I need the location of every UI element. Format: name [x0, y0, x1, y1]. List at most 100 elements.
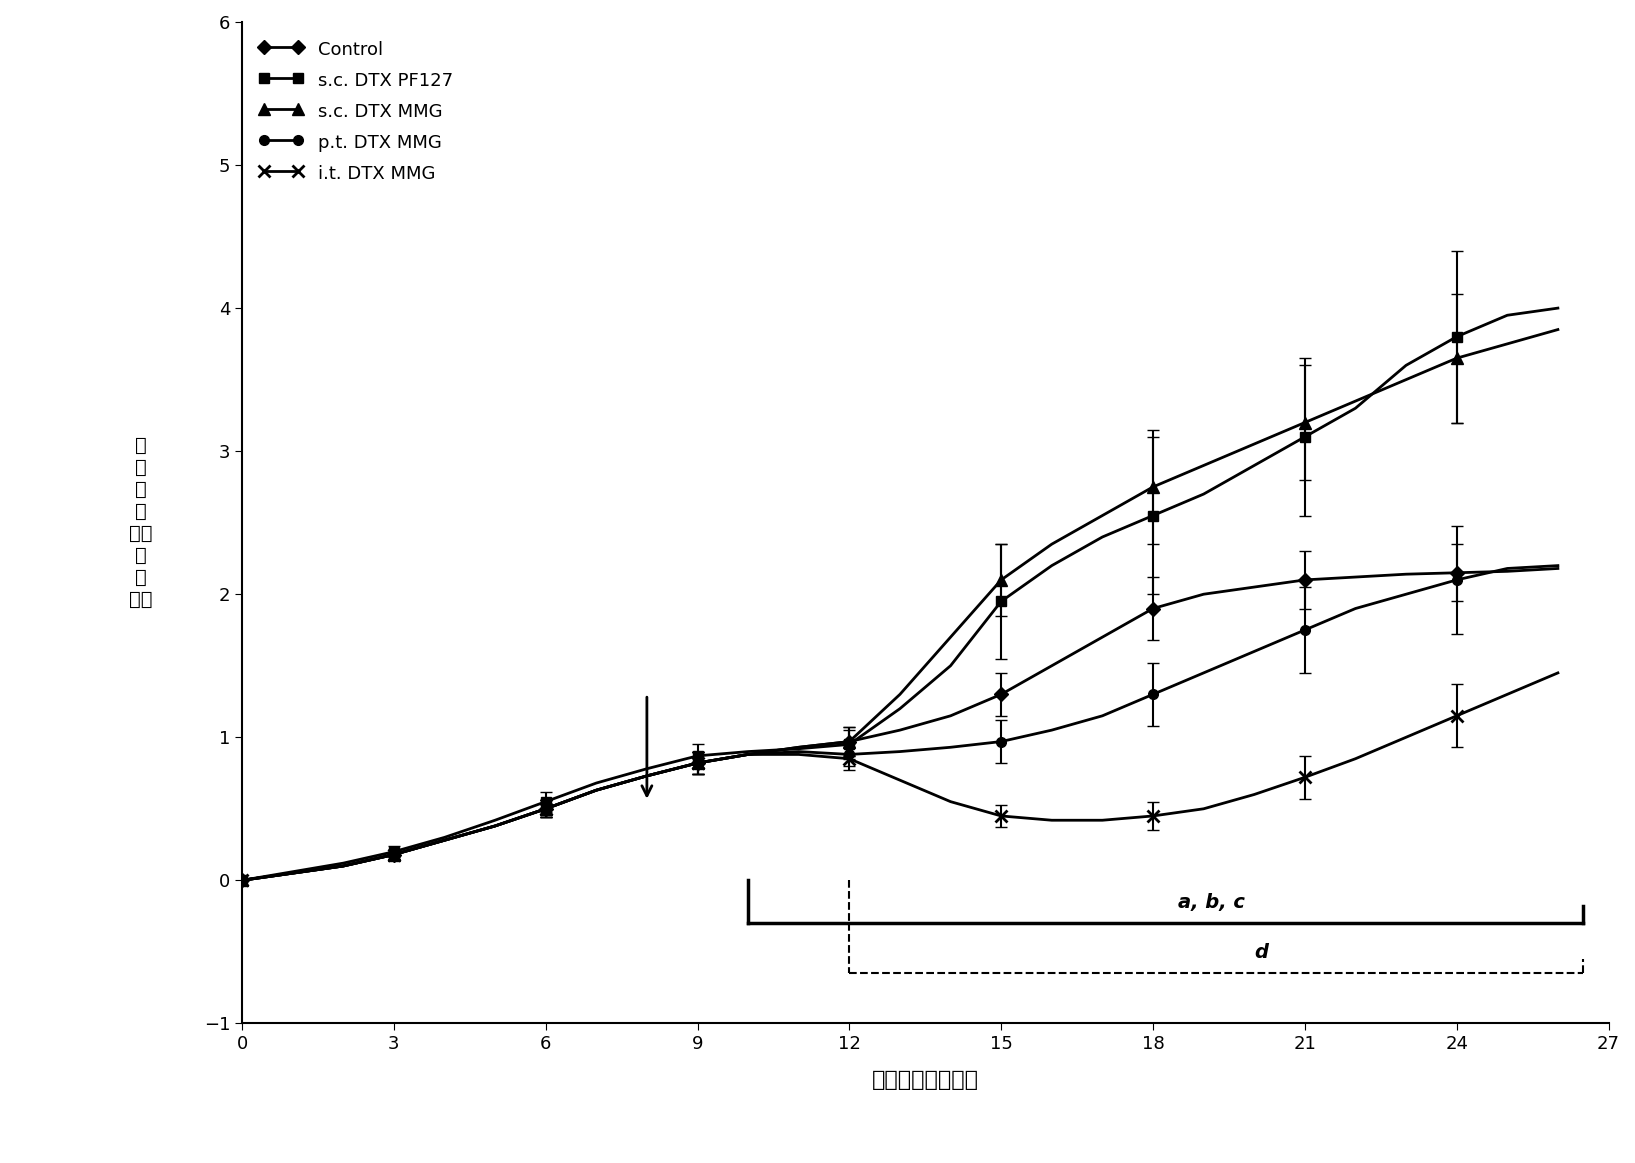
s.c. DTX PF127: [536, 794, 556, 808]
s.c. DTX PF127: [587, 776, 607, 790]
i.t. DTX MMG: [1447, 708, 1467, 722]
Control: [1447, 565, 1467, 579]
s.c. DTX PF127: [1548, 301, 1568, 315]
p.t. DTX MMG: [839, 748, 858, 762]
i.t. DTX MMG: [1143, 809, 1162, 823]
Control: [739, 748, 759, 762]
s.c. DTX MMG: [940, 630, 960, 644]
Y-axis label: 瘤
的
体
积
（立
方
厘
米）: 瘤 的 体 积 （立 方 厘 米）: [129, 436, 154, 609]
i.t. DTX MMG: [688, 756, 708, 770]
Line: Control: Control: [237, 564, 1563, 885]
i.t. DTX MMG: [889, 773, 909, 787]
s.c. DTX MMG: [790, 741, 809, 755]
i.t. DTX MMG: [334, 859, 353, 873]
s.c. DTX PF127: [1092, 530, 1112, 544]
s.c. DTX PF127: [435, 830, 455, 844]
i.t. DTX MMG: [790, 748, 809, 762]
i.t. DTX MMG: [1548, 666, 1568, 680]
p.t. DTX MMG: [991, 735, 1010, 749]
i.t. DTX MMG: [739, 748, 759, 762]
s.c. DTX MMG: [1295, 415, 1315, 429]
Control: [790, 741, 809, 755]
s.c. DTX PF127: [739, 744, 759, 758]
Control: [1548, 562, 1568, 576]
i.t. DTX MMG: [1396, 730, 1416, 744]
s.c. DTX PF127: [1295, 430, 1315, 444]
i.t. DTX MMG: [1194, 801, 1213, 815]
p.t. DTX MMG: [232, 873, 252, 887]
i.t. DTX MMG: [1244, 787, 1264, 801]
p.t. DTX MMG: [940, 741, 960, 755]
p.t. DTX MMG: [1092, 708, 1112, 722]
s.c. DTX MMG: [1396, 372, 1416, 386]
s.c. DTX PF127: [688, 749, 708, 763]
s.c. DTX MMG: [1346, 394, 1365, 408]
Control: [638, 769, 657, 783]
i.t. DTX MMG: [1041, 813, 1061, 827]
p.t. DTX MMG: [1295, 623, 1315, 637]
s.c. DTX PF127: [1447, 330, 1467, 344]
Line: i.t. DTX MMG: i.t. DTX MMG: [235, 666, 1565, 886]
Control: [384, 848, 404, 862]
p.t. DTX MMG: [1244, 644, 1264, 658]
Control: [889, 723, 909, 737]
s.c. DTX MMG: [739, 748, 759, 762]
Control: [1092, 630, 1112, 644]
i.t. DTX MMG: [638, 769, 657, 783]
s.c. DTX MMG: [384, 848, 404, 862]
s.c. DTX MMG: [283, 866, 302, 880]
Control: [587, 783, 607, 797]
s.c. DTX PF127: [1396, 358, 1416, 372]
Control: [232, 873, 252, 887]
s.c. DTX PF127: [638, 762, 657, 776]
s.c. DTX PF127: [790, 742, 809, 756]
Control: [486, 819, 505, 833]
i.t. DTX MMG: [232, 873, 252, 887]
s.c. DTX PF127: [1194, 487, 1213, 501]
X-axis label: 接种时间（天数）: 接种时间（天数）: [871, 1070, 979, 1090]
s.c. DTX MMG: [435, 834, 455, 848]
p.t. DTX MMG: [486, 819, 505, 833]
i.t. DTX MMG: [1498, 687, 1517, 701]
p.t. DTX MMG: [1447, 573, 1467, 587]
i.t. DTX MMG: [435, 834, 455, 848]
Text: a, b, c: a, b, c: [1179, 893, 1246, 912]
s.c. DTX MMG: [688, 756, 708, 770]
s.c. DTX MMG: [889, 687, 909, 701]
Control: [839, 735, 858, 749]
s.c. DTX MMG: [536, 801, 556, 815]
i.t. DTX MMG: [1295, 770, 1315, 784]
i.t. DTX MMG: [940, 794, 960, 808]
p.t. DTX MMG: [334, 859, 353, 873]
Text: d: d: [1254, 943, 1269, 962]
Control: [1041, 658, 1061, 672]
s.c. DTX PF127: [232, 873, 252, 887]
s.c. DTX PF127: [1498, 308, 1517, 322]
Control: [1346, 570, 1365, 584]
Control: [1194, 587, 1213, 601]
s.c. DTX PF127: [334, 856, 353, 870]
p.t. DTX MMG: [536, 801, 556, 815]
p.t. DTX MMG: [1396, 587, 1416, 601]
s.c. DTX MMG: [1244, 437, 1264, 451]
p.t. DTX MMG: [739, 748, 759, 762]
s.c. DTX MMG: [1092, 508, 1112, 522]
Control: [1244, 580, 1264, 594]
i.t. DTX MMG: [587, 783, 607, 797]
Control: [1295, 573, 1315, 587]
s.c. DTX MMG: [1143, 480, 1162, 494]
Line: s.c. DTX PF127: s.c. DTX PF127: [237, 304, 1563, 885]
p.t. DTX MMG: [688, 756, 708, 770]
i.t. DTX MMG: [486, 819, 505, 833]
Control: [334, 859, 353, 873]
Control: [283, 866, 302, 880]
s.c. DTX MMG: [232, 873, 252, 887]
Control: [536, 801, 556, 815]
Line: p.t. DTX MMG: p.t. DTX MMG: [237, 561, 1563, 885]
p.t. DTX MMG: [384, 848, 404, 862]
s.c. DTX MMG: [1194, 458, 1213, 472]
i.t. DTX MMG: [1092, 813, 1112, 827]
Control: [940, 708, 960, 722]
p.t. DTX MMG: [1194, 666, 1213, 680]
p.t. DTX MMG: [1143, 687, 1162, 701]
